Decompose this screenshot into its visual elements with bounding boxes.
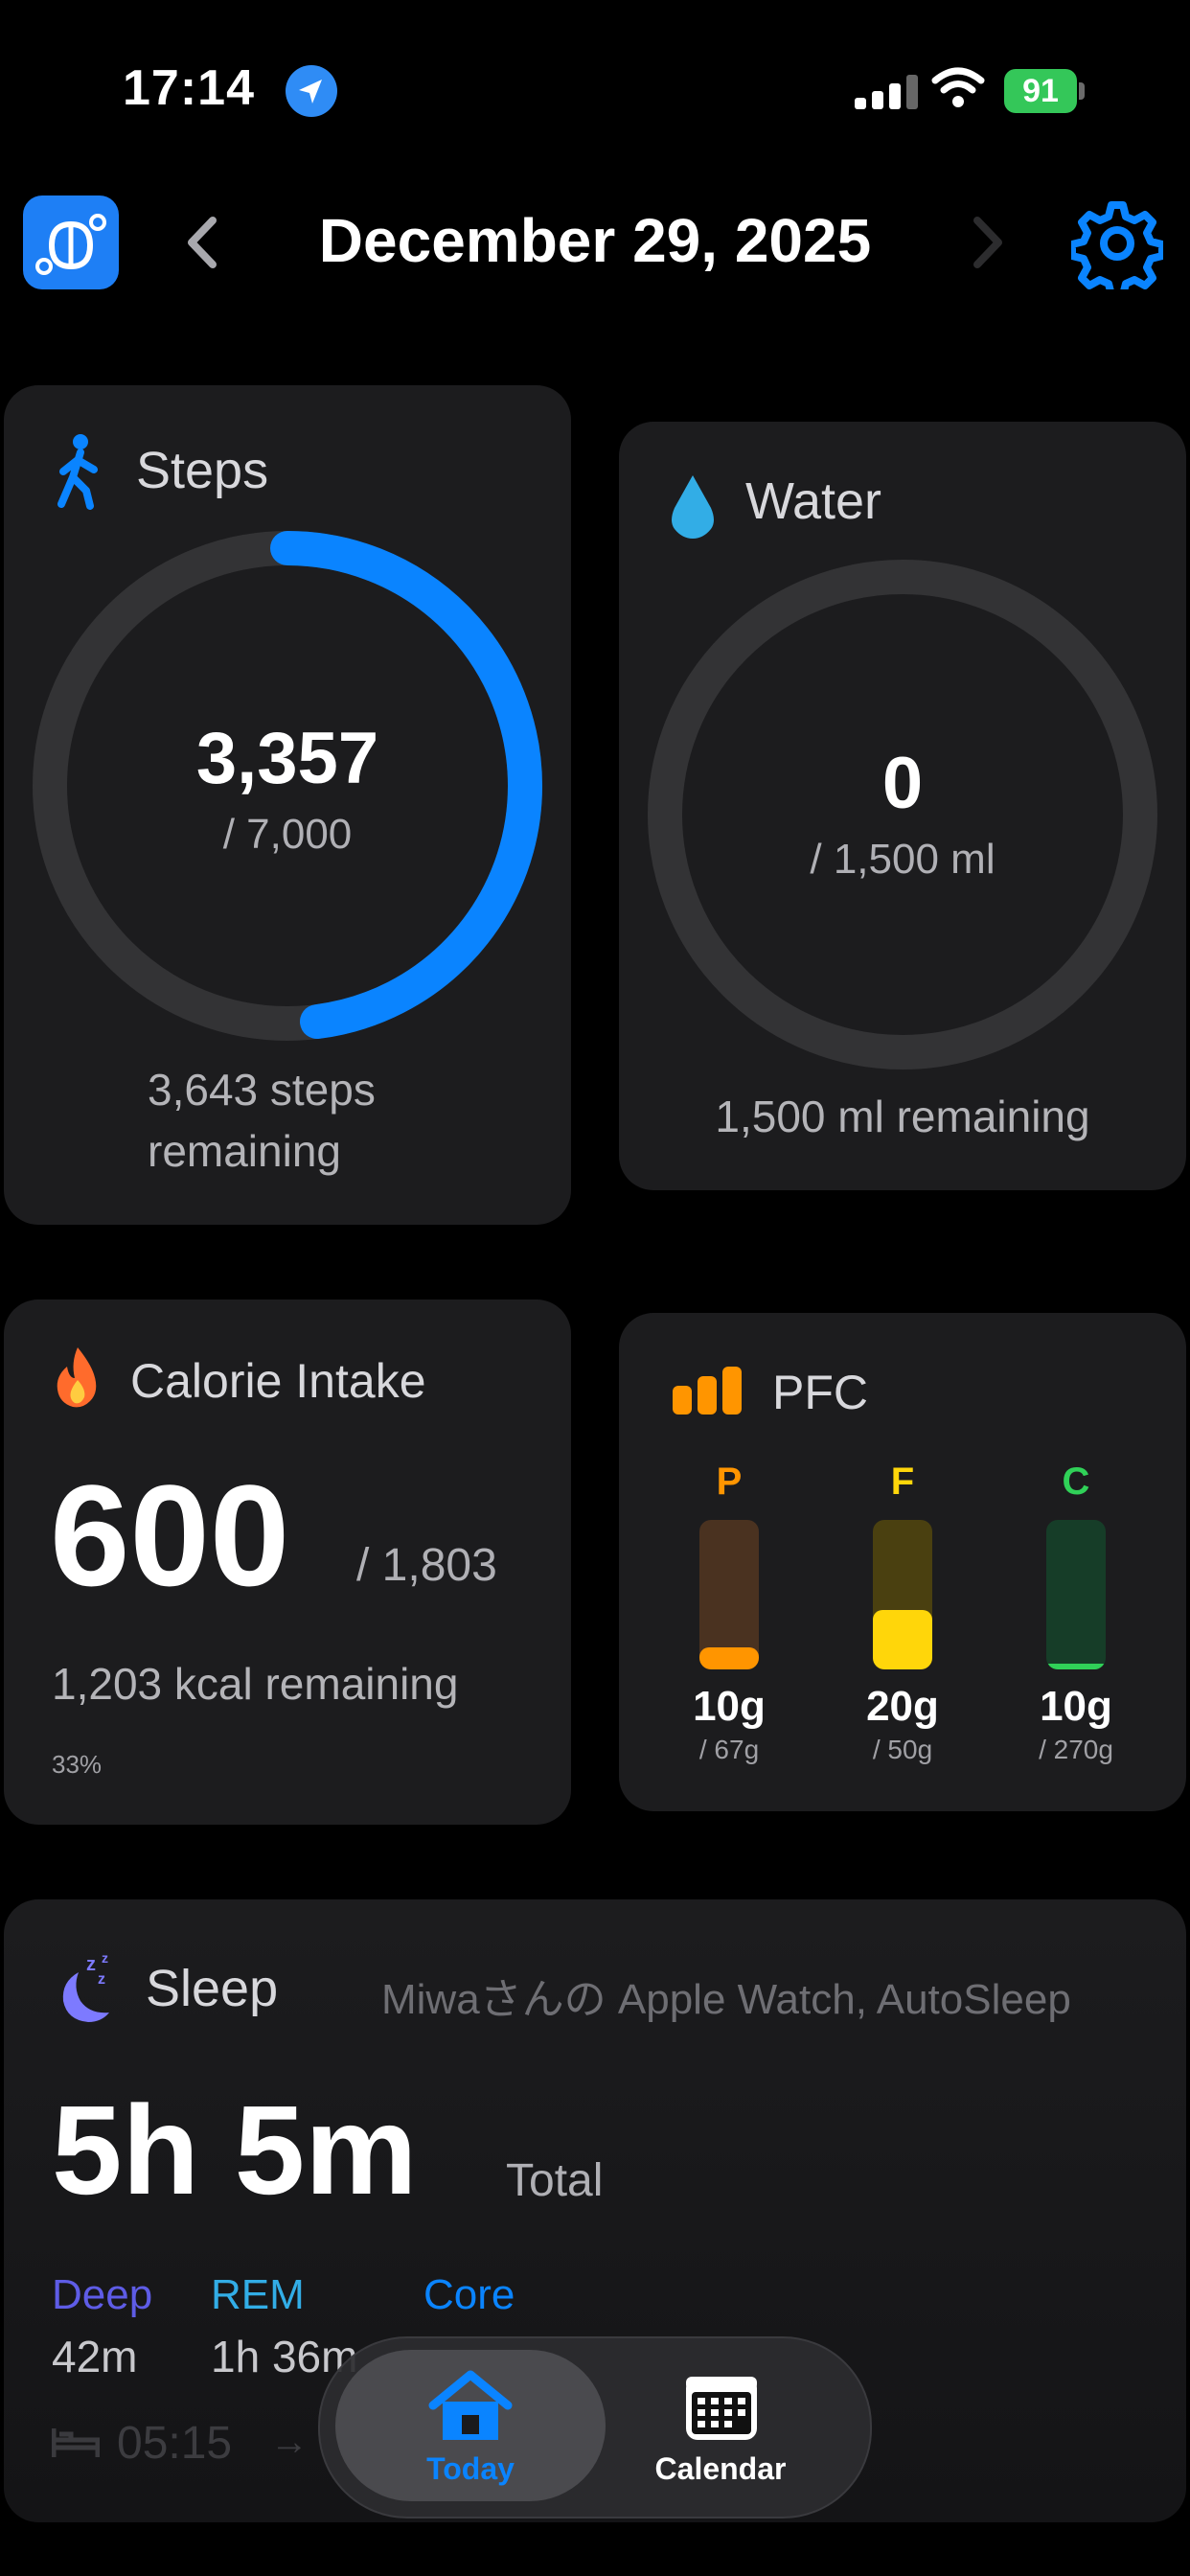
pfc-fat-value: 20g (866, 1683, 939, 1730)
sleep-bed-time: 05:15 (117, 2418, 233, 2469)
steps-progress-ring (33, 531, 542, 1041)
sleep-title: Sleep (146, 1960, 279, 2017)
pfc-fat-fill (873, 1609, 932, 1669)
moon-zzz-icon: z z z (50, 1949, 119, 2031)
water-title: Water (745, 472, 882, 530)
svg-text:z: z (86, 1954, 96, 1975)
pfc-protein-value: 10g (693, 1683, 766, 1730)
pfc-fat-letter: F (890, 1460, 915, 1503)
house-icon[interactable] (427, 2369, 514, 2449)
steps-remaining-line2: remaining (148, 1126, 341, 1176)
sleep-source: Miwaさんの Apple Watch, AutoSleep (381, 1976, 1071, 2023)
sleep-total: 5h 5m (52, 2080, 418, 2220)
tab-calendar-label[interactable]: Calendar (654, 2451, 787, 2486)
svg-text:z: z (102, 1950, 108, 1966)
calendar-icon[interactable] (684, 2373, 759, 2447)
calorie-remaining: 1,203 kcal remaining (52, 1659, 459, 1709)
status-time: 17:14 (123, 60, 255, 116)
pfc-carb-value: 10g (1040, 1683, 1112, 1730)
bar-chart-icon (671, 1365, 744, 1421)
pfc-fat-bar (873, 1520, 932, 1669)
walking-icon (52, 433, 103, 515)
pfc-protein-bar (699, 1520, 759, 1669)
flame-icon (52, 1346, 103, 1414)
wifi-icon (931, 67, 985, 114)
battery-indicator: 91 (1004, 69, 1077, 113)
pfc-title: PFC (772, 1366, 868, 1419)
water-remaining: 1,500 ml remaining (715, 1092, 1090, 1141)
pfc-carb-letter: C (1062, 1460, 1090, 1503)
battery-cap (1079, 82, 1085, 100)
steps-goal: / 7,000 (222, 811, 353, 858)
sleep-total-label: Total (506, 2155, 604, 2206)
next-day-button[interactable] (960, 211, 1012, 279)
steps-value: 3,357 (195, 718, 379, 799)
water-progress-ring (648, 560, 1157, 1070)
battery-level: 91 (1022, 73, 1059, 109)
pfc-protein-goal: / 67g (698, 1735, 760, 1764)
pfc-carb-bar (1046, 1520, 1106, 1669)
calorie-goal: / 1,803 (356, 1540, 497, 1591)
calorie-percent: 33% (52, 1750, 103, 1779)
calorie-card[interactable] (4, 1300, 571, 1825)
calorie-value: 600 (50, 1455, 290, 1616)
bed-icon (51, 2425, 101, 2464)
steps-remaining-line1: 3,643 steps (148, 1065, 376, 1115)
water-drop-icon (667, 472, 719, 545)
sleep-deep-value: 42m (52, 2332, 138, 2381)
sleep-deep-label: Deep (52, 2271, 153, 2318)
tab-today-label[interactable]: Today (426, 2451, 515, 2486)
previous-day-button[interactable] (178, 211, 230, 279)
water-value: 0 (881, 743, 924, 824)
location-arrow-icon (286, 65, 337, 117)
calorie-title: Calorie Intake (130, 1354, 426, 1408)
cellular-signal-icon (855, 73, 937, 116)
app-logo-icon[interactable] (23, 196, 119, 289)
sleep-core-label: Core (423, 2271, 515, 2318)
pfc-protein-fill (699, 1646, 759, 1669)
sleep-rem-label: REM (211, 2271, 305, 2318)
steps-title: Steps (136, 442, 269, 499)
steps-progress-arc (33, 531, 542, 1041)
steps-card[interactable] (4, 385, 571, 1225)
arrow-right-icon: → (270, 2421, 309, 2463)
pfc-fat-goal: / 50g (872, 1735, 933, 1764)
pfc-protein-letter: P (716, 1460, 743, 1503)
settings-gear-icon[interactable] (1068, 197, 1166, 299)
water-goal: / 1,500 ml (810, 836, 995, 883)
page-title: December 29, 2025 (318, 206, 872, 275)
svg-text:z: z (98, 1971, 105, 1988)
pfc-carb-fill (1046, 1663, 1106, 1669)
pfc-carb-goal: / 270g (1039, 1735, 1113, 1764)
sleep-rem-value: 1h 36m (211, 2332, 358, 2381)
